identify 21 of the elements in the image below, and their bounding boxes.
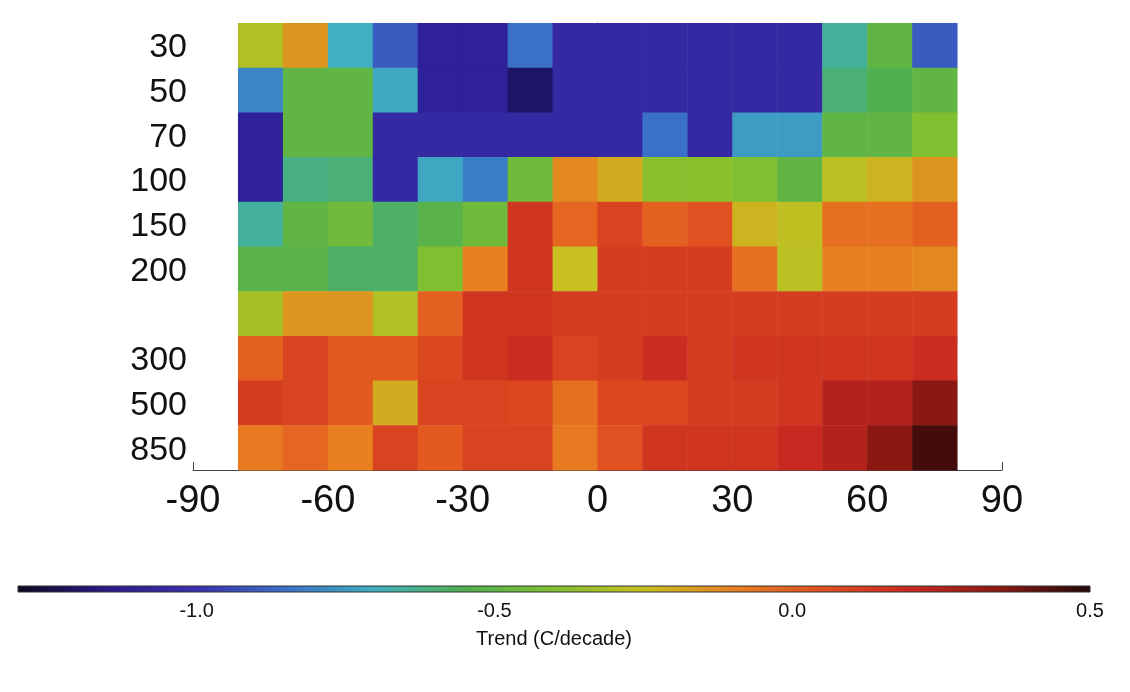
color-bar-label: -0.5 — [477, 599, 512, 621]
y-tick-label: 850 — [130, 428, 187, 467]
y-tick-label: 150 — [130, 205, 187, 244]
y-tick-label: 50 — [149, 71, 187, 110]
color-bar-label: -1.0 — [179, 599, 214, 621]
y-tick-label: 500 — [130, 383, 187, 422]
x-tick-label: -90 — [165, 478, 221, 520]
y-tick-label: 30 — [149, 26, 187, 65]
x-tick-label: 30 — [711, 478, 754, 520]
y-tick-label: 300 — [130, 339, 187, 378]
x-tick-label: -60 — [300, 478, 356, 520]
color-bar-label: 0.0 — [778, 599, 807, 621]
x-tick-label: 60 — [846, 478, 889, 520]
x-tick-label: -30 — [435, 478, 491, 520]
y-tick-label: 100 — [130, 160, 187, 199]
y-tick-label: 200 — [130, 249, 187, 288]
x-tick-label: 0 — [586, 478, 609, 520]
color-bar-title: Trend (C/decade) — [476, 627, 632, 649]
y-tick-label: 70 — [149, 115, 187, 154]
x-tick-label: 90 — [980, 478, 1024, 520]
color-bar-label: 0.5 — [1076, 599, 1104, 621]
